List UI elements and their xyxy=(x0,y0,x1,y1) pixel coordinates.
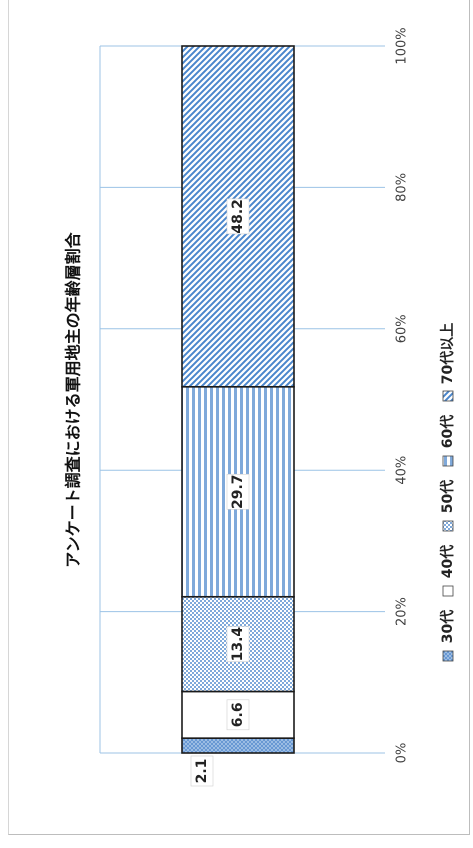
tick-label: 60% xyxy=(395,314,410,343)
legend-label: 70代以上 xyxy=(439,323,456,384)
data-label: 2.1 xyxy=(194,759,210,784)
legend-label: 30代 xyxy=(439,610,456,643)
legend-swatch xyxy=(442,520,454,532)
data-label-box xyxy=(226,699,250,731)
data-label: 29.7 xyxy=(230,474,246,509)
tick-label: 100% xyxy=(395,27,410,64)
tick-label: 20% xyxy=(395,597,410,626)
data-label-box xyxy=(226,473,250,510)
tick-label: 40% xyxy=(395,456,410,485)
data-label: 13.4 xyxy=(230,627,246,662)
data-label-box xyxy=(226,626,250,662)
legend-swatch xyxy=(442,455,454,467)
chart-frame xyxy=(8,0,470,835)
legend-label: 60代 xyxy=(439,415,456,448)
legend-label: 50代 xyxy=(439,480,456,513)
legend-label: 40代 xyxy=(439,545,456,578)
data-label: 6.6 xyxy=(230,702,246,727)
legend-swatch xyxy=(442,585,454,597)
bar-segment xyxy=(181,737,295,754)
chart-title: アンケート調査における軍用地主の年齢層割合 xyxy=(64,231,83,567)
tick-label: 80% xyxy=(395,173,410,202)
tick-label: 0% xyxy=(395,743,410,764)
data-label-box xyxy=(190,755,214,787)
legend-swatch xyxy=(442,390,454,402)
data-label-box xyxy=(226,198,250,235)
legend-swatch xyxy=(442,650,454,662)
data-label: 48.2 xyxy=(230,199,246,234)
